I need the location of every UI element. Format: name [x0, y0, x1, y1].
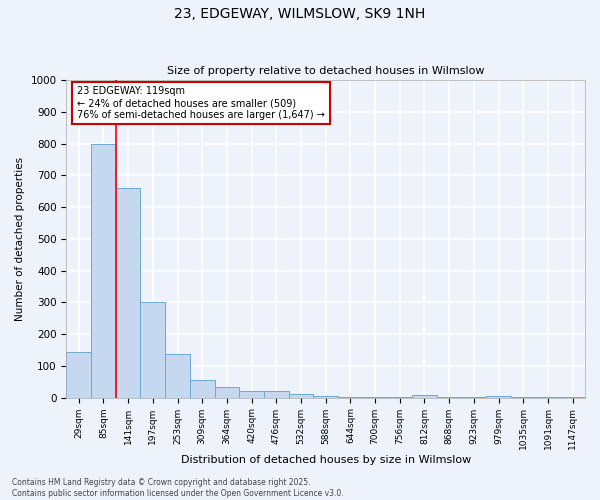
- Bar: [412, 395, 437, 398]
- Y-axis label: Number of detached properties: Number of detached properties: [15, 157, 25, 321]
- Bar: [215, 388, 239, 398]
- Bar: [289, 394, 313, 398]
- Text: 23, EDGEWAY, WILMSLOW, SK9 1NH: 23, EDGEWAY, WILMSLOW, SK9 1NH: [175, 8, 425, 22]
- Text: 23 EDGEWAY: 119sqm
← 24% of detached houses are smaller (509)
76% of semi-detach: 23 EDGEWAY: 119sqm ← 24% of detached hou…: [77, 86, 325, 120]
- Bar: [91, 144, 116, 398]
- Text: Contains HM Land Registry data © Crown copyright and database right 2025.
Contai: Contains HM Land Registry data © Crown c…: [12, 478, 344, 498]
- Bar: [461, 396, 486, 398]
- Bar: [190, 380, 215, 398]
- Bar: [239, 391, 264, 398]
- Bar: [388, 396, 412, 398]
- Bar: [264, 391, 289, 398]
- Bar: [140, 302, 165, 398]
- X-axis label: Distribution of detached houses by size in Wilmslow: Distribution of detached houses by size …: [181, 455, 471, 465]
- Bar: [536, 396, 560, 398]
- Bar: [437, 396, 461, 398]
- Bar: [363, 396, 388, 398]
- Bar: [67, 352, 91, 398]
- Bar: [313, 396, 338, 398]
- Bar: [338, 396, 363, 398]
- Bar: [511, 396, 536, 398]
- Bar: [486, 396, 511, 398]
- Title: Size of property relative to detached houses in Wilmslow: Size of property relative to detached ho…: [167, 66, 484, 76]
- Bar: [116, 188, 140, 398]
- Bar: [165, 354, 190, 398]
- Bar: [560, 396, 585, 398]
